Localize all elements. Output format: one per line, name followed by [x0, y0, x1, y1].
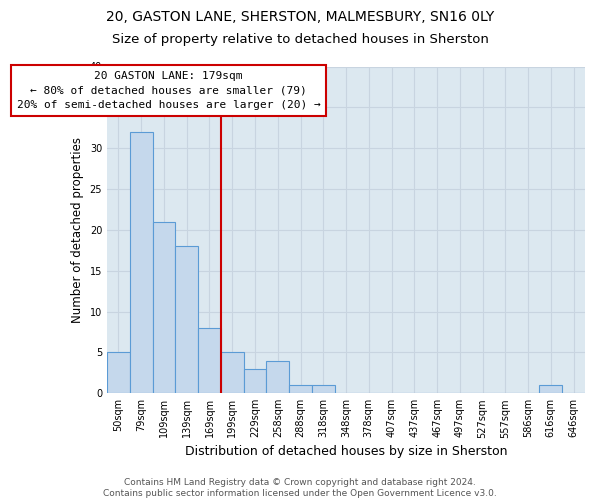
Y-axis label: Number of detached properties: Number of detached properties	[71, 137, 84, 323]
Bar	[539, 385, 562, 393]
Bar	[175, 246, 198, 393]
Text: 20, GASTON LANE, SHERSTON, MALMESBURY, SN16 0LY: 20, GASTON LANE, SHERSTON, MALMESBURY, S…	[106, 10, 494, 24]
Bar	[107, 352, 130, 393]
Bar	[152, 222, 175, 393]
Bar	[198, 328, 221, 393]
Bar	[312, 385, 335, 393]
Bar	[221, 352, 244, 393]
Bar	[266, 360, 289, 393]
Text: 20 GASTON LANE: 179sqm
← 80% of detached houses are smaller (79)
20% of semi-det: 20 GASTON LANE: 179sqm ← 80% of detached…	[17, 70, 320, 110]
X-axis label: Distribution of detached houses by size in Sherston: Distribution of detached houses by size …	[185, 444, 507, 458]
Text: Contains HM Land Registry data © Crown copyright and database right 2024.
Contai: Contains HM Land Registry data © Crown c…	[103, 478, 497, 498]
Bar	[244, 368, 266, 393]
Text: Size of property relative to detached houses in Sherston: Size of property relative to detached ho…	[112, 32, 488, 46]
Bar	[130, 132, 152, 393]
Bar	[289, 385, 312, 393]
